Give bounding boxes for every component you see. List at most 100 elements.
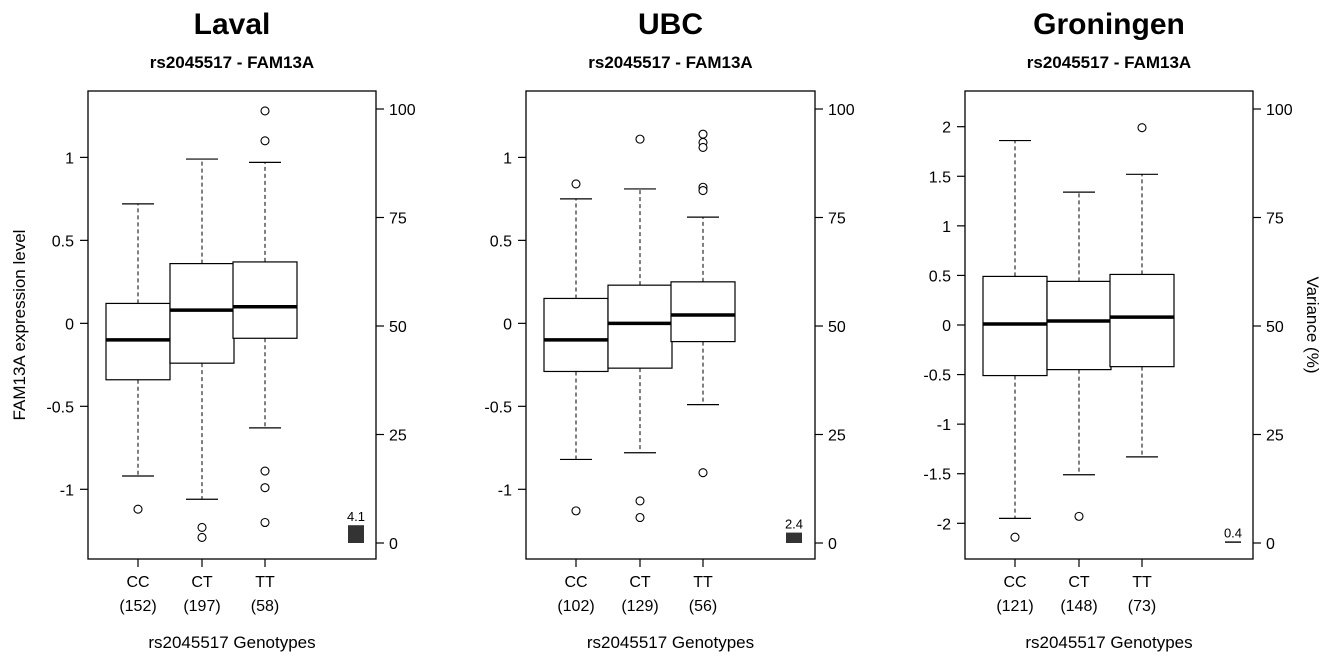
x-count-label: (102) — [557, 598, 594, 615]
y-tick-label: 0 — [942, 318, 951, 335]
right-tick-label: 100 — [389, 102, 416, 119]
panel-subtitle: rs2045517 - FAM13A — [1027, 53, 1191, 72]
variance-value-label: 4.1 — [347, 509, 365, 524]
y-tick-label: -0.5 — [46, 399, 74, 416]
outlier-point — [197, 522, 207, 533]
y-tick-label: -1.5 — [923, 467, 951, 484]
outlier-point — [635, 134, 645, 144]
box-tt — [670, 129, 736, 478]
box-tt — [232, 106, 298, 528]
outlier-point — [260, 106, 270, 116]
right-tick-label: 100 — [828, 102, 855, 119]
box-ct — [607, 134, 673, 523]
x-category-label: TT — [255, 574, 275, 591]
x-category-label: CT — [1068, 574, 1090, 591]
iqr-box — [1109, 273, 1175, 368]
box-cc — [982, 139, 1048, 542]
iqr-box — [169, 262, 235, 364]
y-tick-label: 0.5 — [929, 268, 951, 285]
panels: Laval rs2045517 - FAM13A -1 -0.5 0 0.5 1 0 25 50 7… — [46, 8, 1292, 652]
x-count-label: (73) — [1128, 598, 1156, 615]
outlier-point — [698, 186, 708, 196]
y-tick-label: -1 — [937, 417, 951, 434]
plot-frame — [525, 90, 816, 560]
x-axis-label: rs2045517 Genotypes — [587, 633, 754, 652]
outlier-point — [635, 512, 645, 523]
x-count-label: (121) — [996, 598, 1033, 615]
outlier-point — [571, 179, 581, 189]
y-tick-label: -0.5 — [484, 399, 512, 416]
x-count-label: (129) — [621, 598, 658, 615]
variance-bar — [348, 525, 364, 543]
right-y-axis-label: Variance (%) — [1303, 277, 1322, 374]
y-tick-label: -1 — [498, 482, 512, 499]
x-axis-label: rs2045517 Genotypes — [1025, 633, 1192, 652]
panel-subtitle: rs2045517 - FAM13A — [588, 53, 752, 72]
panel-laval: Laval rs2045517 - FAM13A -1 -0.5 0 0.5 1 0 25 50 7… — [46, 8, 415, 652]
variance-bar — [786, 532, 802, 543]
outlier-point — [1074, 511, 1084, 521]
x-count-label: (197) — [183, 598, 220, 615]
outlier-point — [1137, 123, 1147, 133]
panel-title: Groningen — [1033, 8, 1185, 41]
right-tick-label: 0 — [828, 536, 837, 553]
iqr-box — [1046, 280, 1112, 371]
panel-title: Laval — [194, 8, 271, 41]
right-tick-label: 75 — [1266, 211, 1284, 228]
x-category-label: CT — [629, 574, 651, 591]
y-tick-label: 0.5 — [52, 233, 74, 250]
right-tick-label: 25 — [389, 428, 407, 445]
panel-ubc: UBC rs2045517 - FAM13A -1 -0.5 0 0.5 1 0 25 50 75 1… — [484, 8, 854, 652]
iqr-box — [543, 297, 609, 373]
right-tick-label: 25 — [828, 428, 846, 445]
panel-subtitle: rs2045517 - FAM13A — [150, 53, 314, 72]
outlier-point — [571, 506, 581, 516]
iqr-box — [670, 281, 736, 343]
iqr-box — [607, 284, 673, 369]
plot-frame — [87, 90, 377, 560]
panel-groningen: Groningen rs2045517 - FAM13A -2 -1.5 -1 -0.5 0… — [923, 8, 1292, 652]
right-tick-label: 75 — [828, 211, 846, 228]
x-count-label: (152) — [119, 598, 156, 615]
outlier-point — [260, 483, 270, 493]
y-tick-label: 0 — [503, 316, 512, 333]
iqr-box — [232, 261, 298, 339]
outlier-point — [260, 136, 270, 146]
right-tick-label: 100 — [1266, 102, 1293, 119]
y-tick-label: 1 — [503, 150, 512, 167]
right-tick-label: 50 — [828, 319, 846, 336]
variance-value-label: 0.4 — [1224, 525, 1242, 540]
outlier-point — [698, 142, 708, 152]
right-tick-label: 25 — [1266, 428, 1284, 445]
outlier-point — [260, 517, 270, 528]
right-tick-label: 50 — [1266, 319, 1284, 336]
x-category-label: CC — [1003, 574, 1026, 591]
y-tick-label: 2 — [942, 120, 951, 137]
outlier-point — [197, 532, 207, 542]
x-category-label: TT — [1132, 574, 1152, 591]
outlier-point — [133, 504, 143, 514]
box-tt — [1109, 123, 1175, 458]
outlier-point — [635, 496, 645, 506]
iqr-box — [982, 275, 1048, 377]
x-count-label: (56) — [689, 598, 717, 615]
outlier-point — [698, 468, 708, 478]
right-tick-label: 0 — [1266, 536, 1275, 553]
y-tick-label: 1 — [65, 150, 74, 167]
y-tick-label: 0.5 — [490, 233, 512, 250]
y-tick-label: 0 — [65, 316, 74, 333]
y-tick-label: -2 — [937, 516, 951, 533]
y-tick-label: -1 — [60, 482, 74, 499]
right-tick-label: 0 — [389, 536, 398, 553]
box-cc — [105, 203, 171, 514]
outlier-point — [1010, 532, 1020, 542]
right-tick-label: 50 — [389, 319, 407, 336]
y-tick-label: -0.5 — [923, 368, 951, 385]
y-tick-label: 1.5 — [929, 169, 951, 186]
right-tick-label: 75 — [389, 211, 407, 228]
x-count-label: (148) — [1060, 598, 1097, 615]
box-cc — [543, 179, 609, 516]
left-y-axis-label: FAM13A expression level — [10, 230, 29, 421]
box-ct — [1046, 191, 1112, 521]
